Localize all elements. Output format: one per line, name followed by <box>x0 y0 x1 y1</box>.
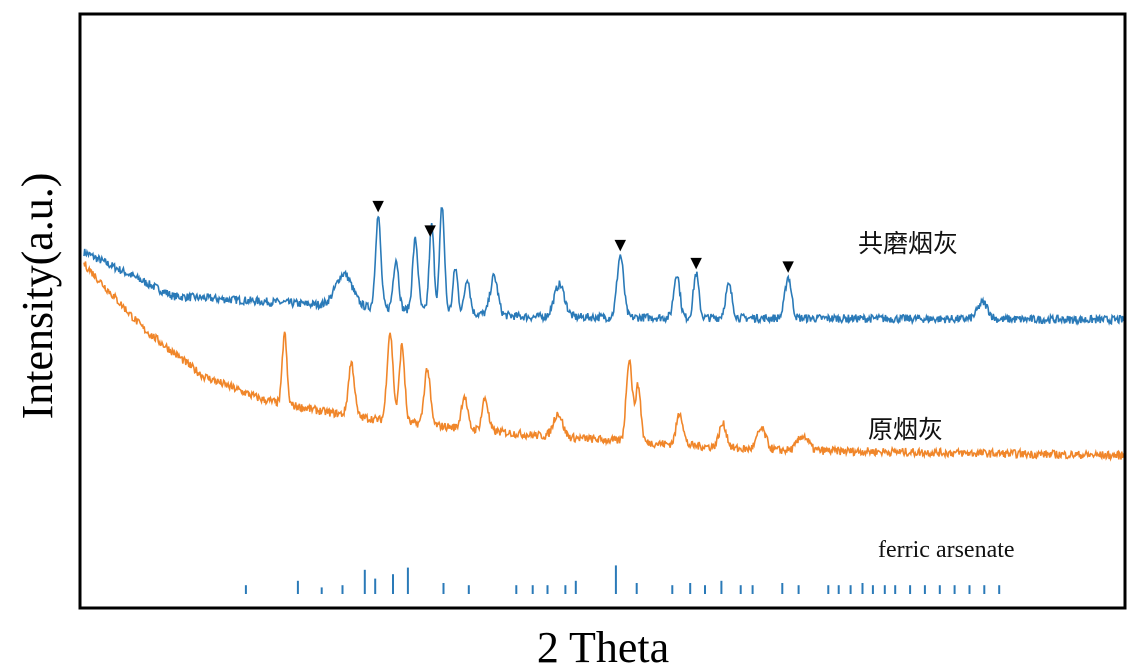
x-axis-label: 2 Theta <box>537 623 669 671</box>
peak-marker-1: ▼ <box>424 221 436 239</box>
series-label-co-ground-ash: 共磨烟灰 <box>858 230 958 258</box>
peak-marker-4: ▼ <box>782 257 794 275</box>
peak-marker-2: ▼ <box>615 235 627 253</box>
series-label-raw-ash: 原烟灰 <box>868 416 943 444</box>
plot-frame <box>78 12 1127 610</box>
series-line-raw-ash <box>83 261 1125 462</box>
y-axis-label: Intensity(a.u.) <box>13 173 62 420</box>
peak-marker-3: ▼ <box>690 254 702 272</box>
peak-marker-0: ▼ <box>372 197 384 215</box>
series-line-co-ground-ash <box>83 207 1125 326</box>
series-label-ferric-arsenate: ferric arsenate <box>878 537 1015 563</box>
plot-area: ▼ ▼ ▼ ▼ ▼ <box>83 197 1125 594</box>
